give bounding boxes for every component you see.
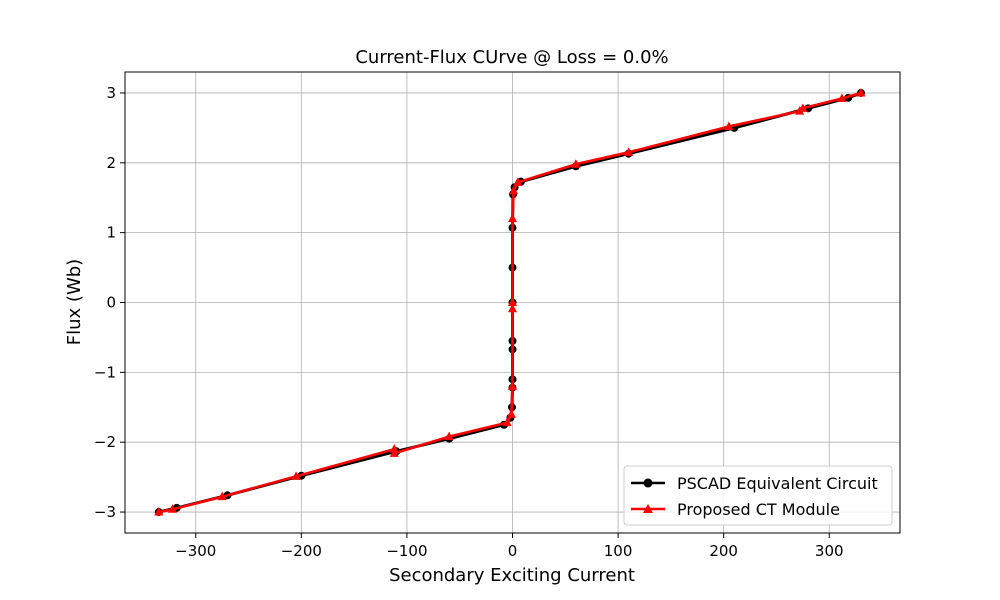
y-tick-label: 0: [106, 294, 116, 312]
data-point-proposed: [508, 213, 517, 223]
data-point-proposed: [624, 147, 634, 156]
axis-ticks: −300 −200 −100 0 100 200 300 −3 −2 −1 0 1 2 3: [94, 84, 844, 560]
data-point-proposed: [508, 381, 517, 390]
y-tick-label: 2: [106, 154, 116, 172]
y-tick-label: 3: [106, 84, 116, 102]
data-point-proposed: [444, 431, 454, 441]
x-tick-label: 300: [815, 542, 844, 560]
data-point-proposed: [571, 159, 581, 168]
data-point-proposed: [154, 507, 164, 516]
data-point-proposed: [724, 121, 734, 130]
legend-label-pscad: PSCAD Equivalent Circuit: [677, 474, 878, 493]
y-tick-label: −1: [94, 363, 116, 381]
series-layer: [154, 87, 866, 517]
legend-label-proposed: Proposed CT Module: [677, 500, 840, 519]
x-axis-title: Secondary Exciting Current: [389, 565, 635, 586]
x-tick-label: −100: [386, 542, 427, 560]
data-point-proposed: [506, 409, 516, 418]
x-tick-label: 0: [508, 542, 518, 560]
legend-marker-pscad: [643, 478, 653, 488]
y-tick-label: −3: [94, 503, 116, 521]
legend: PSCAD Equivalent Circuit Proposed CT Mod…: [623, 465, 893, 526]
data-point-proposed: [217, 491, 227, 501]
x-tick-label: 200: [709, 542, 738, 560]
data-point-proposed: [168, 504, 178, 513]
data-point-proposed: [509, 185, 519, 195]
x-tick-label: −300: [175, 542, 216, 560]
legend-marker-proposed: [643, 504, 653, 513]
data-point-proposed: [508, 303, 517, 313]
legend-box: [623, 465, 893, 526]
y-axis-title: Flux (Wb): [64, 259, 85, 345]
data-point-proposed: [291, 471, 301, 480]
x-tick-label: −200: [281, 542, 322, 560]
y-tick-label: −2: [94, 433, 116, 451]
data-point-proposed: [508, 297, 517, 306]
data-point-proposed: [389, 448, 399, 457]
data-point-proposed: [513, 177, 523, 186]
data-point-proposed: [837, 93, 847, 103]
data-point-proposed: [798, 103, 808, 112]
data-point-proposed: [856, 87, 866, 97]
data-point-proposed: [502, 417, 512, 427]
x-tick-label: 100: [604, 542, 633, 560]
grid: [125, 72, 900, 533]
y-tick-label: 1: [106, 224, 116, 242]
chart-title: Current-Flux CUrve @ Loss = 0.0%: [355, 47, 668, 68]
